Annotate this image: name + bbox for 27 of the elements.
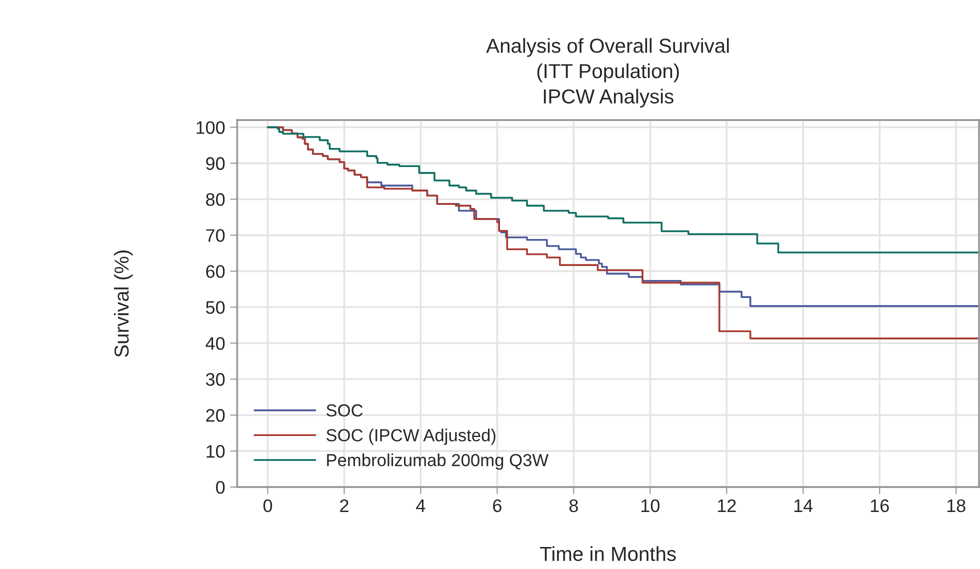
x-tick-label: 8 [569, 499, 578, 512]
x-tick-label: 2 [340, 499, 348, 512]
x-axis-title: Time in Months [540, 546, 676, 562]
x-tick-label: 14 [794, 500, 813, 512]
y-tick-label: 30 [206, 373, 225, 386]
y-tick-label: 90 [206, 157, 225, 170]
legend-label: SOC [326, 404, 363, 417]
y-tick-label: 40 [206, 337, 225, 350]
y-tick-label: 60 [206, 265, 225, 278]
y-tick-label: 10 [206, 445, 225, 458]
chart-title: Analysis of Overall Survival (ITT Population) IPCW Analysis [486, 38, 729, 108]
y-tick-label: 0 [216, 481, 225, 494]
x-tick-label: 6 [493, 499, 502, 512]
legend-label: Pembrolizumab 200mg Q3W [327, 454, 549, 470]
y-tick-label: 80 [206, 193, 225, 206]
x-tick-label: 4 [416, 500, 426, 512]
x-tick-label: 12 [718, 499, 736, 512]
y-tick-label: 50 [206, 301, 225, 314]
x-tick-label: 10 [641, 499, 660, 512]
x-tick-label: 16 [870, 499, 889, 512]
y-axis-title: Survival (%) [114, 250, 133, 357]
x-tick-label: 18 [947, 499, 966, 512]
x-tick-label: 0 [263, 499, 272, 512]
y-tick-label: 100 [196, 121, 225, 134]
legend-label: SOC (IPCW Adjusted) [326, 428, 496, 445]
y-tick-label: 70 [206, 229, 225, 242]
y-tick-label: 20 [206, 409, 225, 422]
